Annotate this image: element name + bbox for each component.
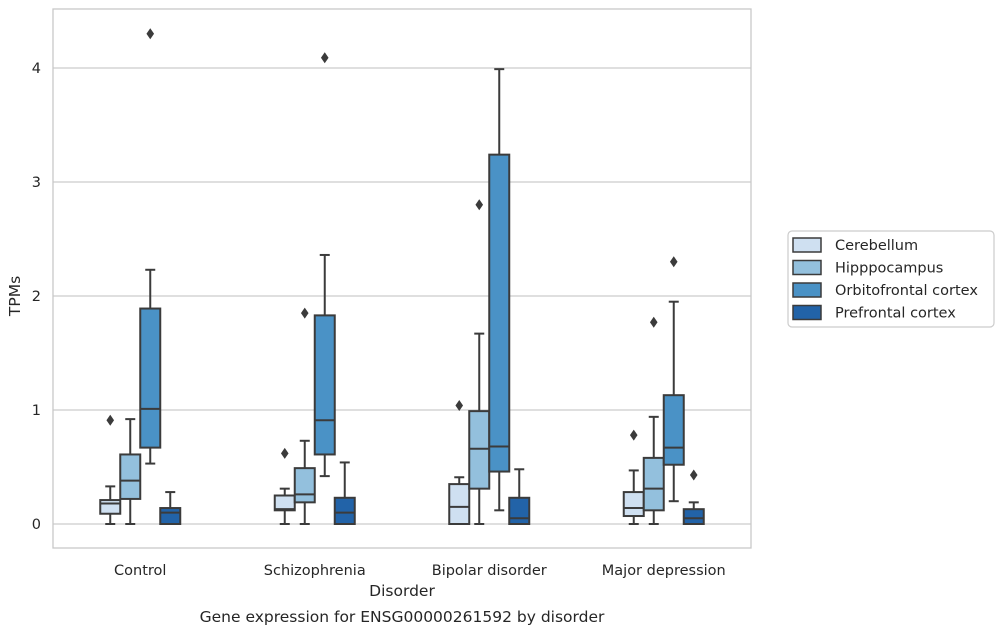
- legend-swatch: [792, 304, 822, 321]
- box-0-2: [139, 28, 162, 465]
- outlier-point: [689, 469, 698, 481]
- outlier-point: [280, 447, 289, 459]
- box-iqr: [313, 314, 336, 456]
- x-tick-label: Bipolar disorder: [432, 563, 547, 579]
- legend-swatch: [792, 237, 822, 253]
- box-1-2: [313, 52, 336, 478]
- outlier-point: [320, 52, 329, 64]
- box-3-3: [682, 469, 705, 525]
- x-axis-label: Disorder: [369, 582, 435, 600]
- chart-caption: Gene expression for ENSG00000261592 by d…: [200, 608, 605, 626]
- box-iqr: [682, 508, 705, 525]
- outlier-point: [669, 256, 678, 268]
- legend-label: Hipppocampus: [835, 261, 943, 277]
- plot-frame: [52, 8, 752, 549]
- box-iqr: [488, 153, 511, 473]
- legend-swatch: [792, 259, 822, 276]
- box-iqr: [333, 496, 356, 525]
- outlier-point: [475, 199, 484, 211]
- box-iqr: [468, 410, 491, 490]
- outlier-point: [629, 429, 638, 441]
- box-iqr: [662, 394, 685, 466]
- box-0-1: [119, 418, 142, 525]
- outlier-point: [146, 28, 155, 40]
- box-3-1: [642, 316, 665, 525]
- box-iqr: [273, 494, 296, 512]
- box-iqr: [119, 453, 142, 500]
- y-tick-label: 4: [32, 61, 41, 77]
- box-iqr: [508, 496, 531, 525]
- box-1-3: [333, 461, 356, 525]
- outlier-point: [106, 414, 115, 426]
- box-iqr: [622, 491, 645, 518]
- box-1-1: [293, 307, 316, 525]
- box-iqr: [293, 467, 316, 504]
- tick-labels: 0 1 2 3 4 Control Schizophrenia Bipolar disorde…: [32, 61, 726, 579]
- x-tick-label: Major depression: [602, 563, 726, 579]
- box-iqr: [99, 499, 122, 515]
- legend-label: Orbitofrontal cortex: [835, 283, 978, 299]
- legend-frame: [787, 230, 995, 328]
- box-2-3: [508, 468, 531, 525]
- box-1-0: [273, 447, 296, 525]
- box-2-2: [488, 68, 511, 512]
- box-3-0: [622, 429, 645, 525]
- outlier-point: [455, 399, 464, 411]
- y-tick-label: 0: [32, 517, 41, 533]
- y-axis-label: TPMs: [6, 276, 24, 317]
- outlier-point: [300, 307, 309, 319]
- box-iqr: [139, 307, 162, 449]
- box-0-3: [159, 491, 182, 526]
- box-iqr: [448, 483, 471, 526]
- box-0-0: [99, 414, 122, 525]
- legend: Cerebellum Hipppocampus Orbitofrontal cort…: [787, 230, 995, 328]
- box-iqr: [159, 507, 182, 526]
- box-2-1: [468, 199, 491, 525]
- legend-swatch: [792, 282, 822, 298]
- box-2-0: [448, 399, 471, 526]
- outlier-point: [649, 316, 658, 328]
- grid-lines: [53, 67, 751, 525]
- box-iqr: [642, 456, 665, 512]
- x-tick-label: Schizophrenia: [264, 563, 366, 579]
- box-3-2: [662, 256, 685, 503]
- box-layer: [99, 28, 705, 526]
- legend-label: Cerebellum: [835, 238, 918, 254]
- y-tick-label: 2: [32, 289, 41, 305]
- y-tick-label: 3: [32, 175, 41, 191]
- legend-label: Prefrontal cortex: [835, 306, 956, 322]
- x-tick-label: Control: [114, 563, 166, 579]
- y-tick-label: 1: [32, 403, 41, 419]
